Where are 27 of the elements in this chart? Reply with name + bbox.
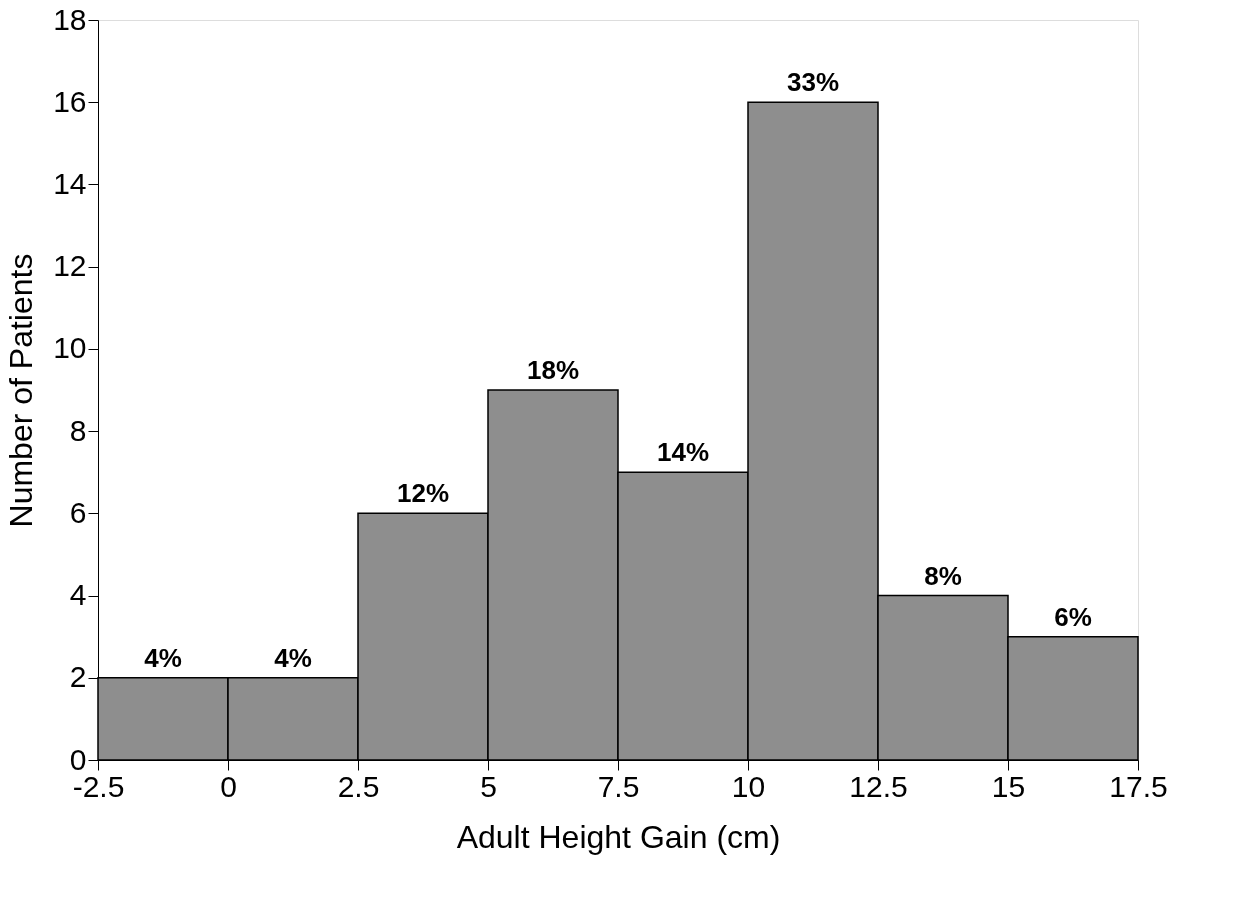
annotation: 8% — [924, 560, 962, 591]
annotation: 4% — [144, 642, 182, 673]
x-tick-label: 10 — [731, 769, 766, 803]
x-tick-label: 0 — [220, 769, 237, 803]
annotation: 18% — [526, 355, 580, 385]
y-tick-label: 12 — [53, 249, 87, 283]
x-tick-label: 15 — [991, 769, 1026, 803]
y-tick-label: 4 — [69, 578, 87, 612]
y-tick-label: 16 — [53, 84, 87, 118]
x-tick-label: 12.5 — [849, 769, 908, 803]
y-axis-title: Number of Patients — [3, 253, 40, 528]
annotation: 12% — [396, 478, 450, 509]
y-tick-label: 18 — [53, 2, 87, 36]
annotation: 14% — [656, 437, 710, 468]
y-tick-label: 14 — [53, 166, 87, 200]
x-tick-label: 5 — [480, 769, 497, 803]
annotation: 6% — [1054, 601, 1092, 632]
annotation: 4% — [274, 642, 312, 673]
y-tick-label: 2 — [69, 660, 87, 694]
x-tick-label: 2.5 — [337, 769, 380, 803]
y-tick-label: 10 — [53, 331, 87, 365]
x-axis-title: Adult Height Gain (cm) — [456, 818, 781, 855]
annotation: 33% — [786, 67, 840, 98]
x-tick-label: 17.5 — [1109, 769, 1168, 803]
y-tick-label: 6 — [69, 495, 87, 529]
x-tick-label: 7.5 — [597, 769, 640, 803]
y-tick-label: 8 — [69, 413, 87, 447]
